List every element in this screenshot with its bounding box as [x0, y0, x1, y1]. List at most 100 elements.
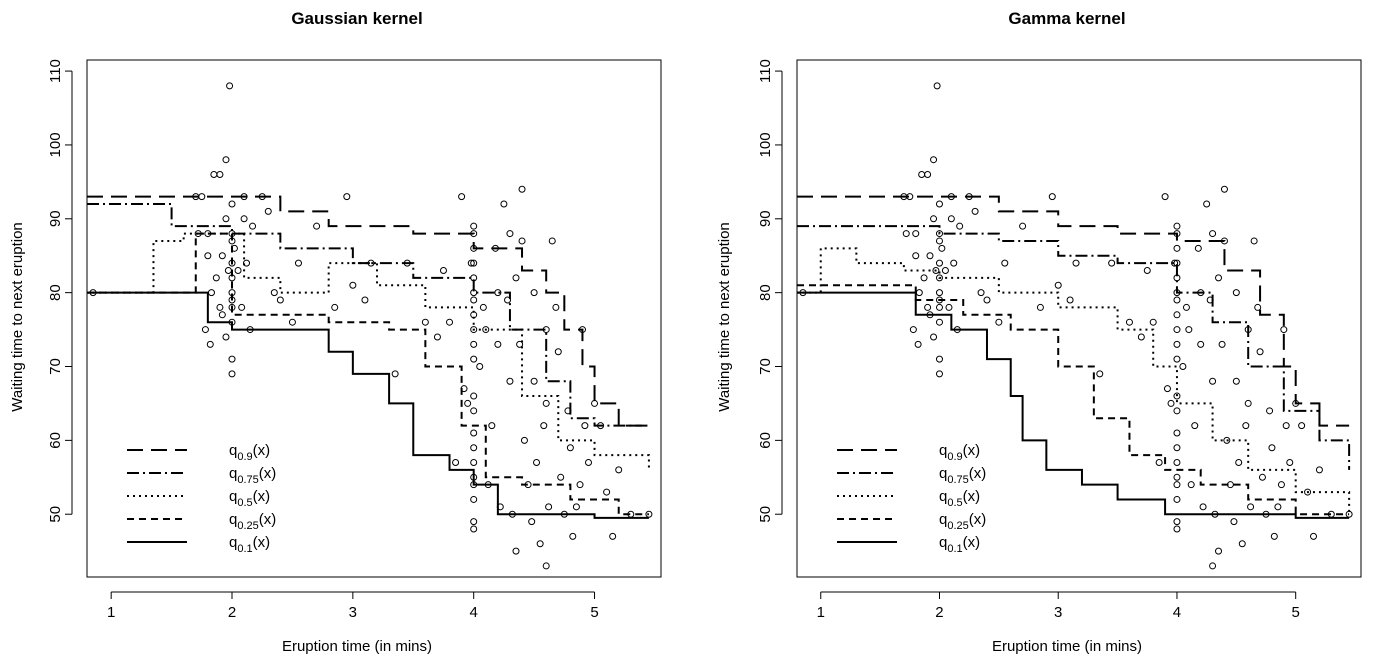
quantile-curve — [797, 291, 1350, 519]
data-point — [536, 540, 544, 548]
data-point — [941, 266, 949, 274]
legend-symbol: q — [229, 511, 237, 528]
data-point — [1215, 547, 1223, 555]
data-point — [1197, 340, 1205, 348]
data-point — [1266, 407, 1274, 415]
data-point — [1137, 333, 1145, 341]
x-tick-label: 1 — [107, 604, 115, 621]
y-tick-label: 80 — [757, 284, 774, 301]
data-point — [520, 436, 528, 444]
legend-symbol: q — [229, 488, 237, 505]
data-point — [234, 266, 242, 274]
data-point — [1173, 518, 1181, 526]
data-point — [222, 333, 230, 341]
data-point — [470, 222, 478, 230]
legend-label: q0.5(x) — [229, 488, 270, 509]
data-point — [935, 370, 943, 378]
data-point — [1096, 370, 1104, 378]
data-point — [331, 303, 339, 311]
quantile-curve — [87, 232, 650, 470]
data-point — [421, 318, 429, 326]
data-point — [470, 259, 478, 267]
data-point — [1155, 459, 1163, 467]
y-tick-label: 60 — [757, 432, 774, 449]
data-point — [470, 407, 478, 415]
data-point — [552, 303, 560, 311]
data-point — [500, 200, 508, 208]
data-point — [479, 303, 487, 311]
data-point — [1173, 296, 1181, 304]
data-point — [983, 296, 991, 304]
data-point — [343, 193, 351, 201]
data-point — [1223, 436, 1231, 444]
data-point — [930, 215, 938, 223]
data-point — [581, 422, 589, 430]
data-point — [909, 326, 917, 334]
data-point — [1203, 200, 1211, 208]
data-point — [1149, 318, 1157, 326]
data-point — [1209, 230, 1217, 238]
chart-title: Gaussian kernel — [291, 9, 422, 28]
plot-frame — [86, 59, 662, 578]
data-point — [518, 237, 526, 245]
data-point — [542, 399, 550, 407]
data-point — [222, 156, 230, 164]
data-point — [932, 266, 940, 274]
data-point — [1066, 296, 1074, 304]
y-tick-label: 110 — [757, 59, 774, 83]
data-point — [615, 466, 623, 474]
chart-gaussian-kernel: Gaussian kernel Eruption time (in mins) … — [9, 9, 662, 655]
y-tick-label: 50 — [47, 506, 64, 523]
legend-label: q0.75(x) — [229, 465, 276, 486]
x-tick-label: 3 — [1054, 604, 1062, 621]
y-tick-label: 110 — [47, 59, 64, 83]
legend-label: q0.25(x) — [939, 511, 986, 532]
legend-symbol: q — [939, 534, 947, 551]
data-point — [977, 289, 985, 297]
data-point — [950, 259, 958, 267]
data-point — [1277, 481, 1285, 489]
data-point — [218, 252, 226, 260]
legend-symbol: q — [939, 488, 947, 505]
data-point — [1232, 289, 1240, 297]
y-tick-label: 90 — [47, 210, 64, 227]
data-point — [935, 200, 943, 208]
data-point — [243, 259, 251, 267]
legend-subscript: 0.1 — [237, 543, 252, 555]
data-point — [930, 156, 938, 164]
legend-symbol: q — [229, 442, 237, 459]
chart-panel-gamma: Gamma kernel Eruption time (in mins) Wai… — [689, 0, 1379, 663]
data-point — [540, 422, 548, 430]
data-point — [542, 562, 550, 570]
data-point — [201, 326, 209, 334]
data-point — [1256, 348, 1264, 356]
data-point — [576, 481, 584, 489]
data-point — [530, 377, 538, 385]
y-tick-label: 90 — [757, 210, 774, 227]
data-point — [391, 370, 399, 378]
quantile-curve — [87, 232, 649, 516]
data-point — [210, 170, 218, 178]
data-point — [530, 289, 538, 297]
data-point — [1185, 326, 1193, 334]
data-point — [1191, 422, 1199, 430]
data-point — [470, 495, 478, 503]
legend-symbol: q — [939, 465, 947, 482]
data-point — [1019, 222, 1027, 230]
data-point — [494, 340, 502, 348]
legend-label: q0.5(x) — [939, 488, 980, 509]
quantile-curve — [797, 247, 1351, 515]
plot-frame — [796, 59, 1362, 578]
data-point — [212, 274, 220, 282]
legend-symbol: q — [939, 442, 947, 459]
data-point — [1048, 193, 1056, 201]
data-point — [470, 355, 478, 363]
data-point — [912, 252, 920, 260]
data-point — [603, 488, 611, 496]
data-point — [1242, 422, 1250, 430]
x-axis-label: Eruption time (in mins) — [282, 638, 432, 655]
data-point — [228, 355, 236, 363]
y-tick-label: 60 — [47, 432, 64, 449]
data-point — [1125, 318, 1133, 326]
quantile-curve — [87, 203, 649, 427]
